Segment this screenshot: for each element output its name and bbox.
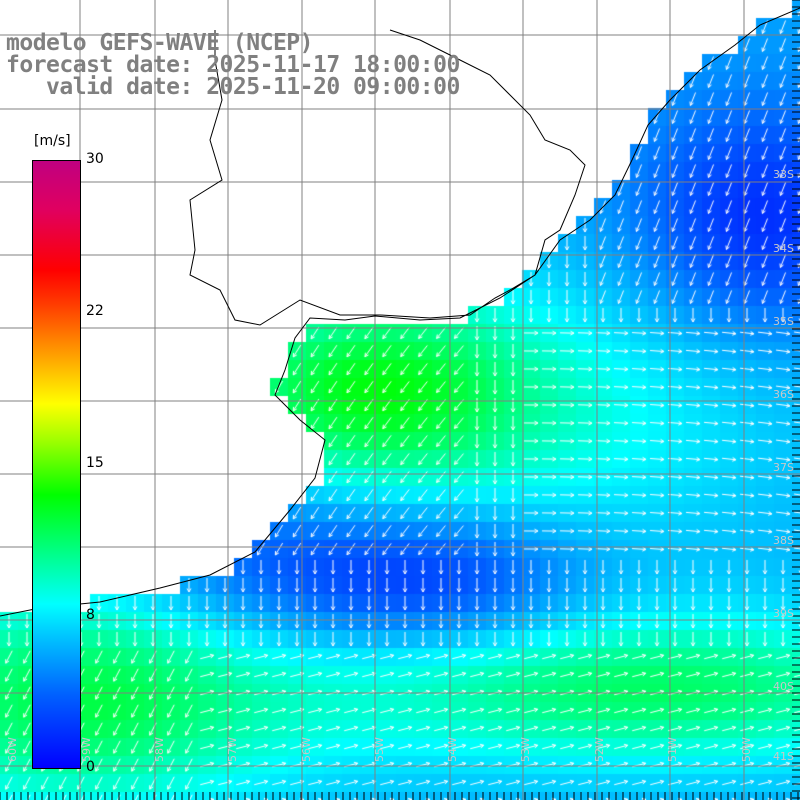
longitude-label: 50W <box>740 737 753 762</box>
colorbar-tick-0: 0 <box>86 759 95 775</box>
latitude-label: 41S <box>773 750 794 763</box>
longitude-label: 60W <box>6 737 19 762</box>
colorbar-tick-8: 8 <box>86 607 95 623</box>
longitude-label: 58W <box>153 737 166 762</box>
coastline <box>0 7 800 617</box>
colorbar-tick-15: 15 <box>86 455 104 471</box>
colorbar-tick-30: 30 <box>86 151 104 167</box>
latitude-label: 34S <box>773 242 794 255</box>
colorbar-tick-22: 22 <box>86 303 104 319</box>
latitude-label: 35S <box>773 315 794 328</box>
longitude-label: 52W <box>593 737 606 762</box>
latitude-label: 33S <box>773 168 794 181</box>
latitude-label: 38S <box>773 534 794 547</box>
longitude-labels: 60W 59W 58W 57W 56W 55W 54W 53W 52W 51W 50W <box>6 737 753 762</box>
longitude-label: 59W <box>80 737 93 762</box>
longitude-label: 57W <box>226 737 239 762</box>
colorbar <box>32 160 81 769</box>
longitude-label: 51W <box>666 737 679 762</box>
colorbar-unit: [m/s] <box>34 133 71 149</box>
longitude-label: 55W <box>373 737 386 762</box>
latitude-labels: 33S 34S 35S 36S 37S 38S 39S 40S 41S <box>773 168 794 763</box>
latitude-label: 39S <box>773 607 794 620</box>
longitude-label: 56W <box>300 737 313 762</box>
latitude-label: 36S <box>773 388 794 401</box>
latitude-label: 40S <box>773 680 794 693</box>
valid-date: valid date: 2025-11-20 09:00:00 <box>6 74 460 100</box>
latitude-label: 37S <box>773 461 794 474</box>
longitude-label: 54W <box>446 737 459 762</box>
forecast-date: forecast date: 2025-11-17 18:00:00 <box>6 52 460 78</box>
model-title: modelo GEFS-WAVE (NCEP) <box>6 30 314 56</box>
longitude-label: 53W <box>519 737 532 762</box>
